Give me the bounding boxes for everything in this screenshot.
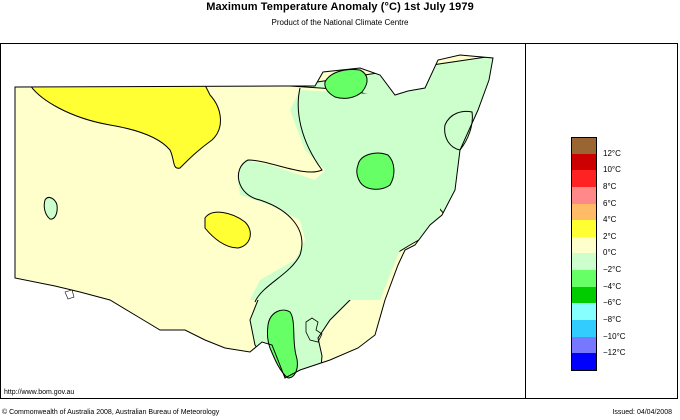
anomaly-map	[14, 54, 494, 379]
legend-item: 4°C	[571, 215, 661, 237]
legend-item: 10°C	[571, 165, 661, 187]
legend-label: 4°C	[603, 215, 617, 225]
issued-date: Issued: 04/04/2008	[612, 409, 672, 416]
legend-item: 12°C	[571, 149, 661, 171]
legend-swatch	[571, 186, 597, 204]
legend-label: −10°C	[603, 331, 626, 341]
act-boundary	[305, 317, 323, 343]
copyright-notice: © Commonwealth of Australia 2008, Austra…	[2, 409, 220, 416]
legend-swatch	[571, 236, 597, 254]
legend-label: 8°C	[603, 181, 617, 191]
legend-swatch	[571, 303, 597, 321]
legend-label: −4°C	[603, 281, 622, 291]
legend-swatch	[571, 286, 597, 304]
anomaly-zone-m2-m4-east	[356, 152, 395, 190]
legend-item	[571, 137, 661, 154]
legend-swatch	[571, 320, 597, 337]
legend-swatch	[571, 220, 597, 237]
source-url[interactable]: http://www.bom.gov.au	[4, 389, 75, 396]
legend-item: 6°C	[571, 199, 661, 221]
legend-item: −8°C	[571, 315, 661, 337]
legend-label: 2°C	[603, 231, 617, 241]
anomaly-zone-2-4-central	[204, 211, 251, 249]
legend-label: −2°C	[603, 265, 622, 275]
legend-label: 10°C	[603, 165, 621, 175]
legend-item: −12°C	[571, 348, 661, 370]
legend-swatch	[571, 270, 597, 287]
lake-icon	[64, 289, 75, 300]
legend-label: −8°C	[603, 315, 622, 325]
legend-item: −2°C	[571, 265, 661, 287]
legend-swatch	[571, 170, 597, 187]
legend-swatch	[571, 137, 597, 154]
legend-label: 6°C	[603, 198, 617, 208]
legend-swatch	[571, 353, 597, 370]
legend-item: −4°C	[571, 282, 661, 304]
legend-swatch	[571, 253, 597, 271]
frame-divider	[525, 43, 526, 399]
anomaly-zone-2-4-north	[29, 84, 221, 169]
legend-item: 0°C	[571, 248, 661, 271]
legend-label: 12°C	[603, 148, 621, 158]
legend-label: −6°C	[603, 298, 622, 308]
legend-item: −6°C	[571, 298, 661, 321]
legend-bottom-edge	[571, 369, 597, 371]
legend-item: 8°C	[571, 182, 661, 204]
legend-item: −10°C	[571, 332, 661, 354]
anomaly-zone-0-m2-coast	[444, 110, 473, 151]
map-frame	[0, 43, 678, 399]
legend-swatch	[571, 203, 597, 221]
map-title: Maximum Temperature Anomaly (°C) 1st Jul…	[206, 1, 474, 13]
legend-swatch	[571, 153, 597, 171]
legend-label: 0°C	[603, 248, 617, 258]
anomaly-zone-m2-m4-south	[266, 309, 298, 379]
state-boundary	[14, 54, 494, 379]
map-subtitle: Product of the National Climate Centre	[271, 18, 409, 27]
legend-item: 2°C	[571, 232, 661, 254]
legend: 12°C 10°C 8°C 6°C 4°C 2°C 0°C −2°C −4°C −6°C −8°C −…	[571, 137, 661, 371]
anomaly-zone-0-m2-west	[43, 197, 58, 220]
legend-label: −12°C	[603, 348, 626, 358]
legend-swatch	[571, 336, 597, 354]
